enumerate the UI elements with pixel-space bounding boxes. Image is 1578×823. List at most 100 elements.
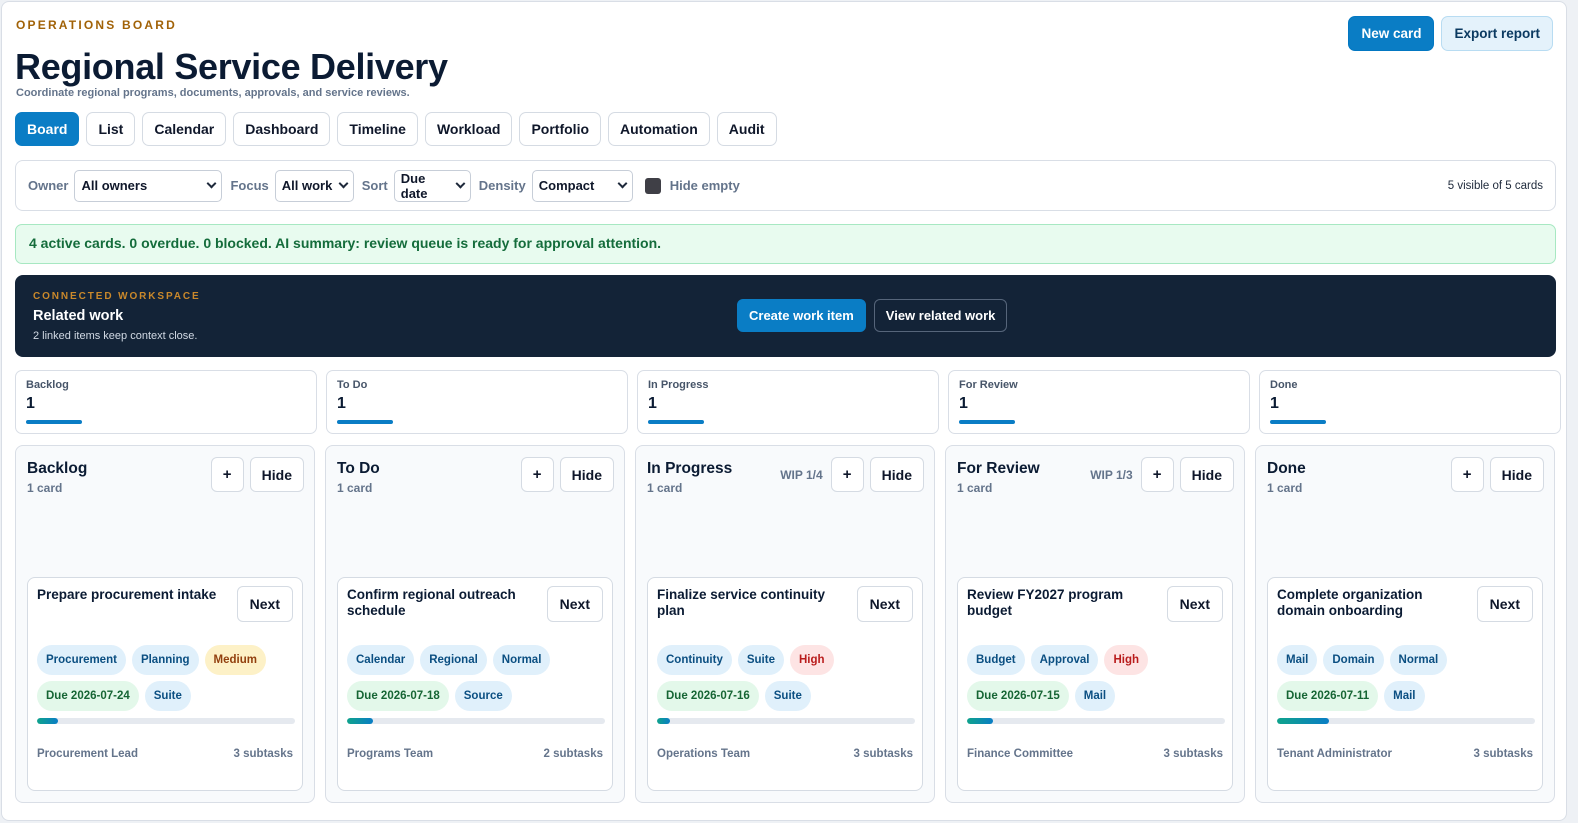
card-progress-bar <box>967 718 1225 724</box>
workspace-title: Related work <box>33 308 124 324</box>
tab-audit[interactable]: Audit <box>716 112 777 146</box>
stat-label: In Progress <box>648 379 709 391</box>
column-in-progress: In Progress 1 card WIP 1/4 + Hide Finali… <box>635 445 935 803</box>
add-card-button[interactable]: + <box>1450 457 1484 492</box>
create-work-item-button[interactable]: Create work item <box>737 299 866 332</box>
card-tag: Planning <box>131 645 199 675</box>
card-tag: Medium <box>204 645 266 675</box>
task-card[interactable]: Finalize service continuity plan Next Co… <box>647 577 923 791</box>
tab-list[interactable]: List <box>86 112 136 146</box>
progress-fill <box>1277 718 1329 724</box>
card-subtasks: 3 subtasks <box>1473 748 1533 760</box>
stat-value: 1 <box>337 395 346 412</box>
card-subtasks: 2 subtasks <box>543 748 603 760</box>
view-related-work-button[interactable]: View related work <box>873 299 1008 332</box>
column-done: Done 1 card + Hide Complete organization… <box>1255 445 1555 803</box>
card-tag: Normal <box>1389 645 1448 675</box>
stat-done: Done 1 <box>1259 370 1561 434</box>
column-for-review: For Review 1 card WIP 1/3 + Hide Review … <box>945 445 1245 803</box>
card-tag: Suite <box>737 645 784 675</box>
hide-column-button[interactable]: Hide <box>869 457 924 492</box>
hide-empty-checkbox[interactable] <box>644 177 661 194</box>
view-tabs: Board List Calendar Dashboard Timeline W… <box>15 112 777 146</box>
owner-select[interactable]: All owners <box>74 169 223 202</box>
task-card[interactable]: Prepare procurement intake Next Procurem… <box>27 577 303 791</box>
tab-calendar[interactable]: Calendar <box>142 112 227 146</box>
card-title: Complete organization domain onboarding <box>1277 587 1423 618</box>
card-owner: Tenant Administrator <box>1277 748 1393 760</box>
tab-automation[interactable]: Automation <box>608 112 710 146</box>
card-tag: Due 2026-07-24 <box>37 681 139 711</box>
card-tags: Procurement Planning Medium Due 2026-07-… <box>37 645 295 711</box>
stat-label: Backlog <box>26 379 69 391</box>
chevron-down-icon <box>338 178 349 189</box>
task-card[interactable]: Confirm regional outreach schedule Next … <box>337 577 613 791</box>
card-subtasks: 3 subtasks <box>1163 748 1223 760</box>
card-tag: Procurement <box>37 645 126 675</box>
card-subtasks: 3 subtasks <box>233 748 293 760</box>
chevron-down-icon <box>617 178 628 189</box>
column-actions: + Hide <box>210 457 304 492</box>
stat-bar <box>1270 420 1326 424</box>
visible-count: 5 visible of 5 cards <box>1447 179 1543 192</box>
add-card-button[interactable]: + <box>210 457 244 492</box>
focus-filter-label: Focus <box>230 178 269 193</box>
column-stats: Backlog 1 To Do 1 In Progress 1 For Revi… <box>15 370 1561 434</box>
tab-board[interactable]: Board <box>15 112 80 146</box>
stat-bar <box>26 420 82 424</box>
card-title: Review FY2027 program budget <box>967 587 1124 618</box>
tab-timeline[interactable]: Timeline <box>337 112 418 146</box>
density-select[interactable]: Compact <box>531 169 633 202</box>
card-tags: Calendar Regional Normal Due 2026-07-18 … <box>347 645 605 711</box>
stat-bar <box>648 420 704 424</box>
column-card-count: 1 card <box>957 481 993 495</box>
page-eyebrow: OPERATIONS BOARD <box>16 18 177 32</box>
hide-column-button[interactable]: Hide <box>1179 457 1234 492</box>
stat-to-do: To Do 1 <box>326 370 628 434</box>
card-tag: Continuity <box>657 645 732 675</box>
card-tags: Mail Domain Normal Due 2026-07-11 Mail <box>1277 645 1535 711</box>
wip-limit: WIP 1/3 <box>1090 467 1133 482</box>
focus-select-value: All work <box>281 178 333 193</box>
focus-select[interactable]: All work <box>274 169 354 202</box>
next-stage-button[interactable]: Next <box>856 586 913 622</box>
hide-column-button[interactable]: Hide <box>1489 457 1544 492</box>
tab-dashboard[interactable]: Dashboard <box>233 112 331 146</box>
card-title: Prepare procurement intake <box>37 587 217 602</box>
task-card[interactable]: Review FY2027 program budget Next Budget… <box>957 577 1233 791</box>
stat-in-progress: In Progress 1 <box>637 370 939 434</box>
card-tag: Due 2026-07-18 <box>347 681 449 711</box>
card-tag: Due 2026-07-11 <box>1277 681 1379 711</box>
tab-portfolio[interactable]: Portfolio <box>519 112 602 146</box>
next-stage-button[interactable]: Next <box>1476 586 1533 622</box>
card-owner: Programs Team <box>347 748 434 760</box>
next-stage-button[interactable]: Next <box>546 586 603 622</box>
hide-column-button[interactable]: Hide <box>559 457 614 492</box>
stat-bar <box>959 420 1015 424</box>
tab-workload[interactable]: Workload <box>424 112 513 146</box>
stat-value: 1 <box>959 395 968 412</box>
task-card[interactable]: Complete organization domain onboarding … <box>1267 577 1543 791</box>
hide-column-button[interactable]: Hide <box>249 457 304 492</box>
workspace-description: 2 linked items keep context close. <box>33 330 198 342</box>
next-stage-button[interactable]: Next <box>236 586 293 622</box>
card-tag: Approval <box>1030 645 1099 675</box>
density-filter-label: Density <box>478 178 526 193</box>
new-card-button[interactable]: New card <box>1348 16 1435 51</box>
column-title: Backlog <box>27 460 88 477</box>
sort-select[interactable]: Due date <box>393 169 471 202</box>
progress-fill <box>347 718 373 724</box>
card-title: Finalize service continuity plan <box>657 587 826 618</box>
card-progress-bar <box>37 718 295 724</box>
board-columns: Backlog 1 card + Hide Prepare procuremen… <box>15 445 1555 803</box>
add-card-button[interactable]: + <box>520 457 554 492</box>
card-tag: High <box>789 645 834 675</box>
add-card-button[interactable]: + <box>1140 457 1174 492</box>
card-tags: Continuity Suite High Due 2026-07-16 Sui… <box>657 645 915 711</box>
column-to-do: To Do 1 card + Hide Confirm regional out… <box>325 445 625 803</box>
next-stage-button[interactable]: Next <box>1166 586 1223 622</box>
card-tag: Due 2026-07-16 <box>657 681 759 711</box>
add-card-button[interactable]: + <box>830 457 864 492</box>
export-report-button[interactable]: Export report <box>1441 16 1553 51</box>
column-title: In Progress <box>647 460 733 477</box>
